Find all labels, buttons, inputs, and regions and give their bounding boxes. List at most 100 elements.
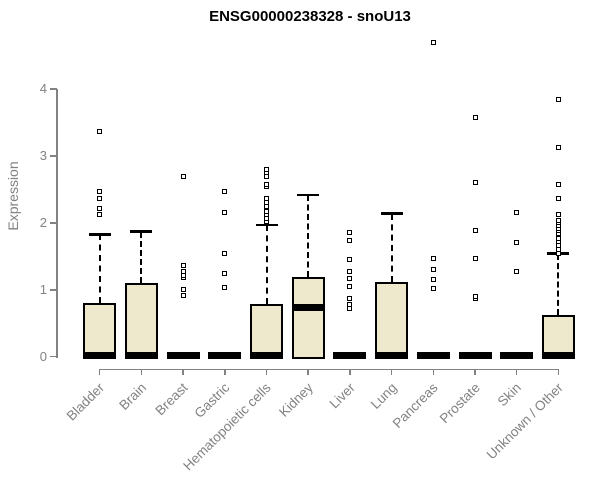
collapsed-box [416,351,450,359]
y-tick-label: 3 [39,148,47,163]
outlier-point [347,302,353,308]
collapsed-box [333,351,367,359]
x-tick-label: Liver [326,380,358,412]
whisker-cap [88,233,111,236]
outlier-point [264,166,269,172]
box [83,302,117,359]
x-tick-label: Breast [152,380,191,419]
outlier-point [347,238,353,244]
chart-title: ENSG00000238328 - snoU13 [209,8,411,25]
whisker-line [265,224,268,304]
median-line [124,351,158,359]
outlier-point [180,268,186,274]
box [291,277,325,359]
y-axis-tick [50,222,57,224]
x-axis-tick [140,368,143,375]
whisker-line [390,213,393,282]
outlier-point [347,295,353,301]
y-tick-label: 4 [39,81,47,97]
y-axis-tick [50,289,57,291]
median-line [375,351,409,359]
x-axis-tick [182,368,184,375]
median-line [291,303,325,311]
outlier-point [472,227,478,233]
x-tick-label: Unknown / Other [483,380,567,463]
collapsed-box [500,351,534,359]
whisker-cap [380,212,403,215]
outlier-point [97,196,103,202]
outlier-point [180,173,186,179]
outlier-point [430,255,436,261]
box [250,303,283,359]
outlier-point [222,210,228,216]
x-axis-tick [307,368,309,375]
x-tick-label: Kidney [276,380,316,420]
outlier-point [430,285,436,291]
outlier-point [347,283,353,289]
x-axis-tick [349,368,351,375]
whisker-cap [130,230,153,233]
x-axis-tick [432,368,435,375]
outlier-point [555,182,561,188]
whisker-line [557,253,560,315]
outlier-point [555,145,561,151]
whisker-line [140,231,143,284]
y-axis-tick [50,155,57,157]
y-tick-label: 1 [39,281,47,297]
x-tick-label: Bladder [63,380,108,424]
median-line [541,351,575,359]
outlier-point [264,195,269,201]
y-axis-line [56,88,58,358]
outlier-point [222,251,228,257]
x-axis-tick [557,368,560,375]
y-tick-label: 2 [39,214,47,230]
outlier-point [97,128,103,134]
whisker-line [98,234,101,303]
outlier-point [472,255,478,261]
outlier-point [472,179,478,185]
outlier-point [180,287,186,293]
outlier-point [514,268,520,274]
outlier-point [180,262,186,268]
x-axis-tick [224,368,226,375]
outlier-point [222,284,228,290]
x-axis-tick [265,368,268,375]
x-axis-line [99,368,559,370]
outlier-point [555,195,561,201]
outlier-point [264,200,269,206]
outlier-point [97,205,103,211]
collapsed-box [166,351,200,359]
outlier-point [347,269,353,275]
box [541,314,575,359]
x-axis-tick [98,368,101,375]
x-tick-label: Gastric [191,380,233,421]
x-tick-label: Prostate [436,380,483,427]
box [375,281,409,359]
y-axis-title: Expression [5,161,21,231]
whisker-cap [255,223,278,227]
outlier-point [222,271,228,277]
x-axis-tick [390,368,393,375]
x-tick-label: Brain [116,380,150,413]
y-axis-tick [50,355,57,358]
outlier-point [555,212,561,218]
outlier-point [347,275,353,281]
whisker-line [307,194,310,278]
collapsed-box [208,351,242,359]
x-tick-label: Skin [495,380,525,410]
outlier-point [472,293,478,299]
x-tick-label: Lung [367,380,400,412]
whisker-cap [297,193,320,197]
median-line [83,351,117,359]
outlier-point [555,217,561,223]
outlier-point [472,115,478,121]
outlier-point [97,188,103,194]
outlier-point [514,210,520,216]
median-line [250,351,283,359]
x-axis-tick [474,368,476,375]
collapsed-box [458,351,492,359]
outlier-point [430,276,436,282]
outlier-point [97,211,103,217]
y-tick-label: 0 [39,348,47,364]
